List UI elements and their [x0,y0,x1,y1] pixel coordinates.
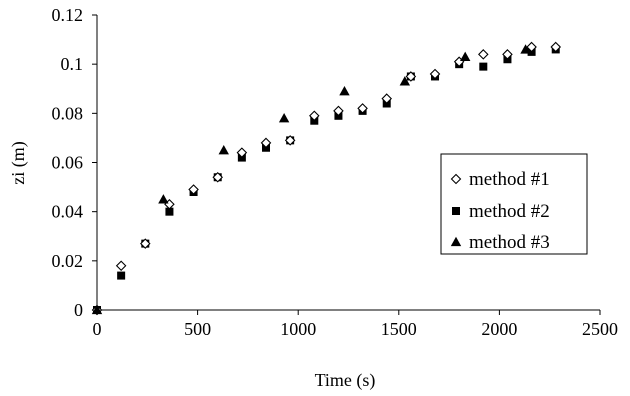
legend-label-method-2: method #2 [469,201,550,222]
x-tick-label: 0 [93,319,102,339]
data-point-method-3 [218,145,229,155]
legend-box [440,153,588,255]
data-point-method-1 [357,103,368,114]
y-tick-label: 0.04 [52,202,84,222]
x-tick-label: 1500 [381,319,417,339]
data-point-method-2 [479,62,488,71]
data-point-method-3 [459,51,471,61]
data-point-method-1 [236,147,248,158]
data-point-method-2 [117,271,126,280]
legend-label-method-1: method #1 [469,169,550,190]
legend-label-method-3: method #3 [469,232,550,253]
data-point-method-1 [212,171,223,183]
data-point-method-3 [399,76,411,86]
data-point-method-1 [260,137,272,149]
data-point-method-2 [165,207,174,216]
data-point-method-1 [429,68,441,80]
y-tick-label: 0.02 [52,251,84,271]
data-point-method-3 [91,304,103,315]
legend: method #1 method #2 method #3 [440,153,588,255]
data-point-method-1 [381,93,393,104]
data-point-method-1 [526,41,537,53]
data-point-method-1 [502,49,513,60]
axis-ticks: 0 0.02 0.04 0.06 0.08 0.1 0.12 0 500 1000 1500 2000… [52,5,619,339]
y-tick-label: 0.08 [52,103,84,123]
y-tick-label: 0.12 [52,5,84,25]
data-point-method-1 [284,135,296,146]
data-point-method-1 [405,71,417,82]
y-tick-label: 0.1 [61,54,84,74]
data-point-method-1 [478,49,489,60]
legend-marker-method-1 [450,173,462,185]
data-point-method-3 [520,44,531,54]
x-axis-title: Time (s) [315,370,376,391]
data-point-method-3 [339,86,350,96]
data-point-method-1 [309,110,320,122]
legend-marker-method-2 [452,207,460,215]
x-tick-label: 2000 [481,319,517,339]
data-point-method-3 [278,113,290,123]
data-point-method-1 [550,41,562,53]
data-marks [91,41,562,316]
x-tick-label: 1000 [280,319,316,339]
x-tick-label: 2500 [582,319,618,339]
data-point-method-1 [333,105,344,117]
data-point-method-1 [115,260,127,272]
y-tick-label: 0 [74,300,83,320]
data-point-method-1 [188,184,199,195]
legend-markers [450,173,462,247]
y-axis-title: zi (m) [8,141,29,184]
data-point-method-1 [140,238,151,249]
legend-marker-method-3 [450,236,462,247]
x-tick-label: 500 [184,319,211,339]
y-tick-label: 0.06 [52,153,84,173]
data-point-method-3 [158,194,169,204]
